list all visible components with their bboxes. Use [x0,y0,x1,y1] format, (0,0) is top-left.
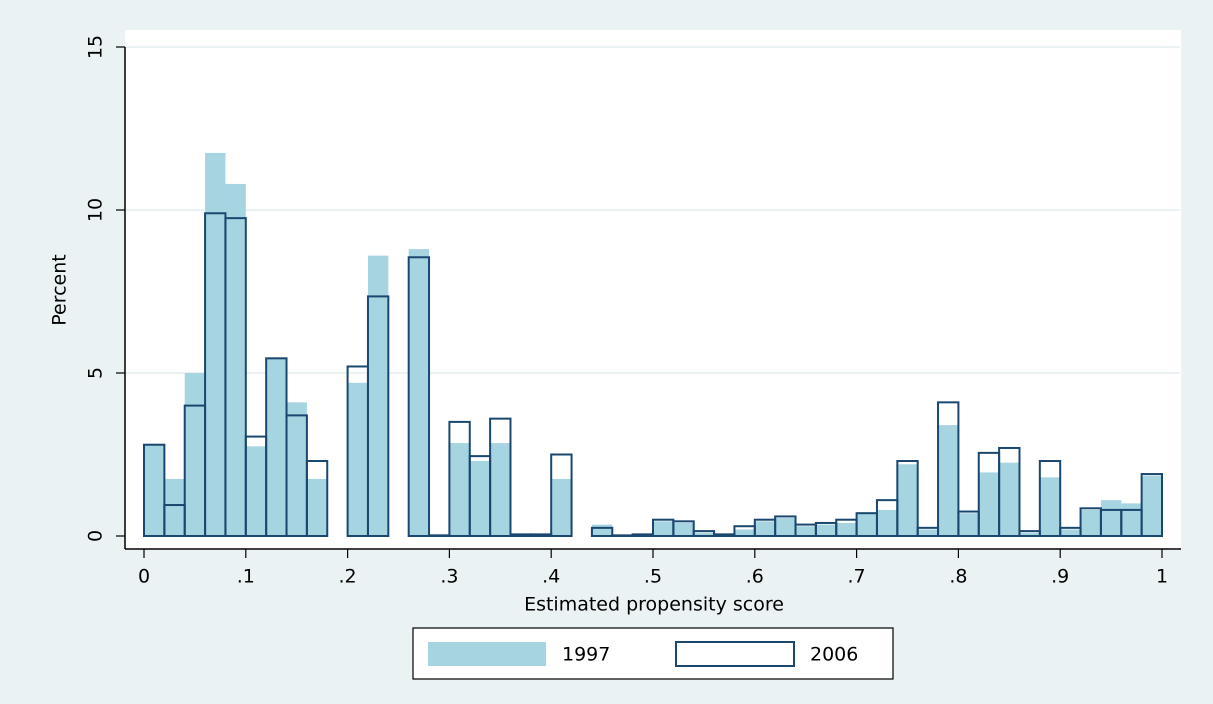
bar [978,472,1000,536]
bar [1121,503,1142,536]
bar [896,460,919,537]
y-tick-label: 5 [85,367,107,379]
bar [143,443,166,537]
bar [266,358,287,536]
x-tick-label: .3 [440,566,458,588]
bar [1100,500,1122,536]
bar [713,533,736,537]
bar [306,478,328,536]
bar [590,526,614,537]
bar [672,520,695,538]
bar [876,509,898,536]
legend-swatch [675,641,795,667]
bar [734,529,755,536]
bar [245,446,267,536]
bar [611,534,634,538]
bar [449,443,470,536]
bar [347,382,368,536]
bar [205,152,226,536]
bar [1140,473,1164,537]
x-tick-label: 0 [138,566,150,588]
bar [795,526,816,536]
bar [407,256,431,537]
bar [509,533,532,537]
bar [937,401,960,537]
y-tick-label: 0 [85,530,107,542]
bar [469,461,491,536]
x-tick-label: .4 [542,566,560,588]
bar [551,478,572,536]
bar [754,521,776,536]
bar [815,524,837,536]
bar [286,402,307,536]
bar [897,464,918,536]
bar [529,533,553,537]
bar [998,446,1021,538]
bar [1039,477,1061,536]
x-tick-label: .9 [1051,566,1069,588]
x-tick-label: .2 [339,566,357,588]
bar [224,217,247,537]
bar [775,518,796,536]
bar [631,533,655,537]
bar [225,183,246,537]
bar [958,513,979,536]
bar [938,425,959,536]
bar [489,417,512,538]
bar [653,521,674,536]
bar [144,444,165,536]
legend-swatch [428,642,546,666]
bar [1080,509,1101,536]
x-tick-label: .7 [848,566,866,588]
bar [305,460,329,537]
bar [1019,532,1040,536]
y-tick-label: 10 [85,198,107,222]
bar [490,443,511,536]
bar [693,532,715,536]
bar [1141,475,1162,536]
y-tick-label: 15 [85,35,107,59]
bar [856,513,877,536]
x-tick-label: .1 [237,566,255,588]
bar [1060,529,1081,536]
bar [917,529,939,536]
bar [428,534,451,538]
x-tick-label: .5 [644,566,662,588]
bar [184,373,206,536]
legend-label: 1997 [562,644,610,666]
bar [1038,460,1062,537]
x-tick-label: .8 [949,566,967,588]
bar [366,295,390,538]
bar [164,478,185,536]
bar [836,522,857,536]
y-axis-label: Percent [49,254,71,326]
bar [673,522,694,536]
x-axis-label: Estimated propensity score [524,594,784,616]
x-tick-label: 1 [1156,566,1168,588]
bar [999,462,1020,536]
legend-label: 2006 [810,644,858,666]
bar [408,249,430,536]
bar [367,255,389,536]
bar [591,524,613,536]
bar [550,453,573,537]
x-tick-label: .6 [746,566,764,588]
